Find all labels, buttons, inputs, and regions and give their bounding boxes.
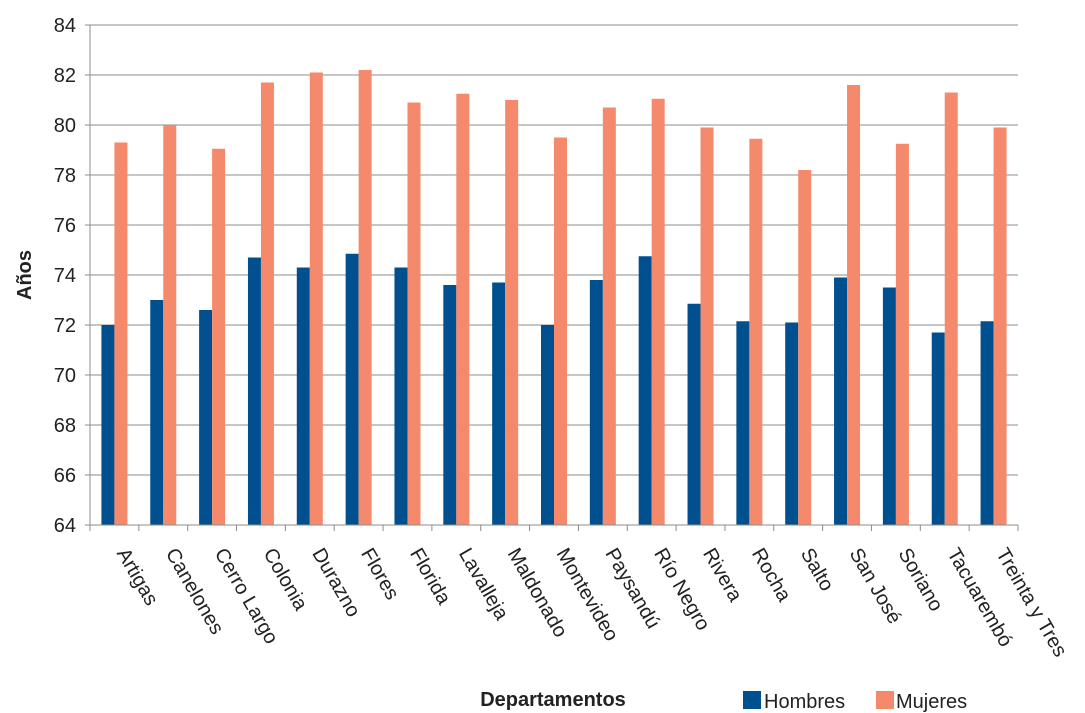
y-tick-label: 80 <box>54 115 76 137</box>
bar-hombres <box>199 310 213 525</box>
legend-swatch-mujeres <box>876 691 894 709</box>
y-tick-label: 64 <box>54 515 76 537</box>
bar-hombres <box>931 332 945 525</box>
bar-mujeres <box>798 170 812 525</box>
bar-hombres <box>589 280 603 525</box>
bar-mujeres <box>700 127 714 525</box>
x-tick-label: Rocha <box>747 545 795 607</box>
legend-label-mujeres: Mujeres <box>896 691 967 713</box>
bars <box>101 70 1007 525</box>
legend-swatch-hombres <box>743 691 761 709</box>
y-tick-label: 74 <box>54 265 76 287</box>
bar-mujeres <box>944 92 958 525</box>
bar-hombres <box>101 325 115 525</box>
bar-mujeres <box>602 107 616 525</box>
bar-mujeres <box>358 70 372 525</box>
x-tick-label: Flores <box>356 545 403 604</box>
y-tick-label: 76 <box>54 215 76 237</box>
legend: Hombres Mujeres <box>743 691 967 713</box>
axes <box>89 25 1019 531</box>
legend-label-hombres: Hombres <box>764 691 845 713</box>
x-tick-label: Colonia <box>259 545 312 615</box>
bar-hombres <box>492 282 506 525</box>
bar-hombres <box>638 256 652 525</box>
x-tick-label: Salto <box>796 545 838 595</box>
bar-mujeres <box>847 85 861 525</box>
x-tick-label: Soriano <box>894 545 948 616</box>
bar-mujeres <box>505 100 519 525</box>
y-tick-label: 82 <box>54 65 76 87</box>
bar-mujeres <box>651 98 665 525</box>
x-tick-label: Artigas <box>112 545 162 610</box>
y-tick-label: 70 <box>54 365 76 387</box>
bar-hombres <box>882 287 896 525</box>
y-tick-label: 66 <box>54 465 76 487</box>
bar-mujeres <box>407 102 421 525</box>
bar-hombres <box>443 285 457 525</box>
y-tick-label: 78 <box>54 165 76 187</box>
bar-hombres <box>541 325 554 525</box>
bar-hombres <box>247 257 261 525</box>
bar-mujeres <box>456 93 470 525</box>
bar-hombres <box>980 321 994 525</box>
y-axis-title: Años <box>14 250 36 300</box>
x-tick-label: Rivera <box>698 545 746 607</box>
bar-hombres <box>834 277 848 525</box>
bar-mujeres <box>163 125 177 525</box>
bar-mujeres <box>212 148 226 525</box>
bar-mujeres <box>749 138 763 525</box>
y-tick-label: 84 <box>54 15 76 37</box>
bar-hombres <box>296 267 310 525</box>
y-tick-label: 72 <box>54 315 76 337</box>
bar-mujeres <box>993 127 1007 525</box>
x-tick-label: Florida <box>405 545 455 610</box>
bar-mujeres <box>895 143 909 525</box>
bar-hombres <box>394 267 408 525</box>
bar-hombres <box>150 300 164 525</box>
x-tick-label: Durazno <box>307 545 364 621</box>
bar-mujeres <box>114 142 128 525</box>
bar-hombres <box>785 322 799 525</box>
bar-mujeres <box>554 137 567 525</box>
bar-mujeres <box>309 72 323 525</box>
y-tick-label: 68 <box>54 415 76 437</box>
bar-mujeres <box>260 82 274 525</box>
bar-hombres <box>345 253 359 525</box>
bar-hombres <box>736 321 750 525</box>
bar-hombres <box>687 303 701 525</box>
x-axis-title: Departamentos <box>480 689 626 711</box>
